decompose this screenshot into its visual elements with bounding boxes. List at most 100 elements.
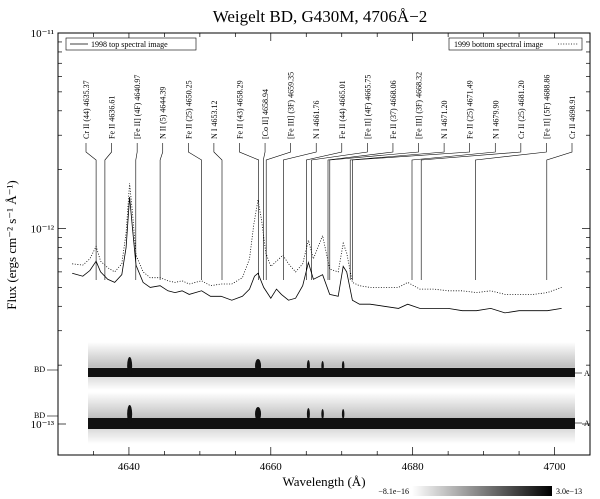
legend-1999-label: 1999 bottom spectral image [454,40,544,49]
line-id-connector [159,143,164,280]
line-id-label: N II (5) 4644.39 [159,87,168,139]
line-id-connector [213,143,223,280]
line-id: Fe II 4636.61 [104,96,117,280]
legend-1999-box [448,37,583,51]
line-id-connector [135,143,138,280]
line-id-label: [Fe III] (3F) 4659.35 [287,72,296,139]
line-id-label: Fe II (37) 4668.06 [389,80,398,139]
line-id: N I 4661.76 [283,101,321,280]
line-id-connector [265,143,291,280]
line-id-connector [327,143,394,280]
line-id-label: N I 4653.12 [210,101,219,139]
spectral-image-top-band [88,368,575,377]
spectral-image-top-halo [88,342,575,390]
line-id-connector [306,143,343,280]
line-id-connector [411,143,496,280]
line-id-label: [Fe II] (4F) 4665.75 [363,75,372,139]
line-id: Fe II (44) 4665.01 [306,80,347,280]
line-id-label: Fe II 4636.61 [108,96,117,139]
line-id-connector [104,143,112,280]
line-id-label: [Fe II] (5F) 4688.86 [542,75,551,139]
knot-bottom [255,407,262,421]
line-id-connector [475,143,547,280]
line-id-label: N I 4679.90 [491,101,500,139]
line-id: Cr II 4698.91 [546,96,577,280]
series-line-1998 [72,196,562,314]
line-id-label: [Fe III] (3F) 4668.32 [415,72,424,139]
y-axis: 10⁻¹³ 10⁻¹² 10⁻¹¹ [31,28,590,431]
y-tick-label: 10⁻¹³ [31,419,55,431]
line-id: Fe II (25) 4650.25 [184,80,202,280]
knot-top [127,357,133,375]
line-id: Fe II (25) 4671.49 [352,80,475,280]
x-axis-label: Wavelength (Å) [282,474,365,489]
line-id-label: [Fe II] (4F) 4640.97 [133,75,142,139]
y-tick-label: 10⁻¹² [31,224,55,236]
line-id-connector [283,143,317,280]
line-id: [Fe II] (5F) 4688.86 [475,75,551,280]
line-id-connector [420,143,522,280]
line-id-connector [188,143,202,280]
line-id: N I 4671.20 [349,101,449,280]
line-id-label: Cr II 4698.91 [568,96,577,139]
line-id: Cr II (25) 4681.20 [420,80,526,280]
x-tick-label: 4680 [402,461,425,473]
line-id-label: Cr II (44) 4635.37 [82,80,91,139]
spectral-image-top-left-label: BD [34,365,45,374]
spectral-image-bottom-left-label: BD [34,411,45,420]
x-tick-label: 4640 [118,461,141,473]
legend-1999: 1999 bottom spectral image [448,37,583,51]
spectral-image-emission-knots [127,357,345,423]
line-id: N II (5) 4644.39 [159,87,168,280]
line-id: Fe II (37) 4668.06 [327,80,398,280]
colorbar-min-label: −8.1e−16 [378,487,409,496]
line-id: [Fe III] (3F) 4659.35 [265,72,296,280]
spectral-images [88,342,575,444]
plot-frame [57,32,591,456]
line-id: [Fe II] (4F) 4665.75 [311,75,372,280]
line-id: [Co II] 4658.94 [261,89,270,280]
line-id: N I 4653.12 [210,101,223,280]
x-tick-label: 4660 [260,461,283,473]
colorbar: −8.1e−16 3.0e−13 [378,486,582,496]
knot-top [321,361,324,371]
line-id-connector [546,143,573,280]
line-id-label: N I 4661.76 [312,101,321,139]
knot-bottom [321,409,324,419]
knot-top [341,361,345,371]
line-id-label: Cr II (25) 4681.20 [517,80,526,139]
colorbar-max-label: 3.0e−13 [556,487,582,496]
x-axis: 4640 4660 4680 4700 [57,33,591,473]
line-id-connector [239,143,259,280]
knot-top [306,360,310,372]
line-id-label: N I 4671.20 [440,101,449,139]
spectral-image-bottom-right-label: A [584,419,590,428]
spectral-image-top-labels: BD A [34,365,590,378]
line-id-label: [Co II] 4658.94 [261,89,270,139]
legend-1998: 1998 top spectral image [65,37,197,51]
legend-1998-label: 1998 top spectral image [91,40,168,49]
spectral-image-top-right-label: A [584,369,590,378]
line-identifications: Cr II (44) 4635.37 Fe II 4636.61 [Fe II] (… [82,72,577,280]
line-id-connector [263,143,266,280]
line-id: [Fe II] (4F) 4640.97 [133,75,142,280]
line-id-label: Fe II (43) 4658.29 [235,80,244,139]
line-id-connector [85,143,97,280]
y-axis-label: Flux (ergs cm⁻² s⁻¹ Å⁻¹) [4,180,19,310]
spectral-image-bottom-band [88,418,575,429]
knot-bottom [341,409,345,419]
line-id-label: Fe II (25) 4671.49 [466,80,475,139]
x-tick-label: 4700 [544,461,567,473]
line-id-label: Fe II (44) 4665.01 [338,80,347,139]
line-id-connector [349,143,445,280]
knot-bottom [306,408,310,420]
line-id-connector [352,143,470,280]
chart-title: Weigelt BD, G430M, 4706Å−2 [213,7,428,26]
line-id: [Fe III] (3F) 4668.32 [329,72,424,280]
knot-top [255,359,262,373]
line-id: Cr II (44) 4635.37 [82,80,97,280]
legend-1998-box [65,37,197,51]
line-id-connector [311,143,368,280]
line-id-label: Fe II (25) 4650.25 [184,80,193,139]
plot-series [72,183,562,314]
